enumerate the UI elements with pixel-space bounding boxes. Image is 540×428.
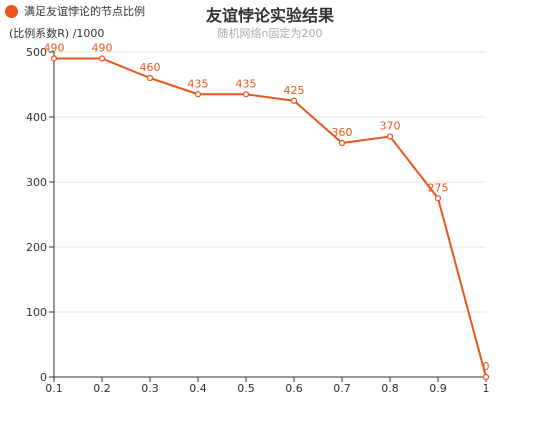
chart-title: 友谊悖论实验结果 (205, 6, 334, 25)
x-tick-label: 0.1 (45, 382, 63, 395)
data-point (482, 373, 490, 381)
x-tick-label: 0.9 (429, 382, 447, 395)
data-label: 490 (44, 42, 65, 55)
x-tick-label: 0.2 (93, 382, 111, 395)
y-tick-label: 300 (26, 176, 47, 189)
data-label: 460 (140, 61, 161, 74)
y-tick-label: 400 (26, 111, 47, 124)
x-tick-label: 1 (483, 382, 490, 395)
chart-subtitle: 随机网络n固定为200 (217, 27, 323, 40)
y-tick-label: 200 (26, 241, 47, 254)
data-point (146, 74, 154, 82)
y-tick-label: 100 (26, 306, 47, 319)
data-label: 370 (380, 120, 401, 133)
y-tick-label: 0 (40, 371, 47, 384)
x-tick-label: 0.3 (141, 382, 159, 395)
data-label: 360 (332, 126, 353, 139)
data-point (434, 195, 442, 202)
data-label: 490 (92, 42, 113, 55)
x-tick-label: 0.7 (333, 382, 351, 395)
data-point (386, 133, 394, 140)
y-tick-label: 500 (26, 46, 47, 59)
data-label: 435 (236, 77, 257, 90)
series-line (54, 57, 487, 378)
y-axis-label: (比例系数R) /1000 (9, 27, 105, 40)
data-label: 0 (483, 360, 490, 373)
x-tick-label: 0.4 (189, 382, 207, 395)
data-label: 435 (188, 77, 209, 90)
data-label: 425 (284, 84, 305, 97)
x-tick-label: 0.6 (285, 382, 303, 395)
legend[interactable]: 满足友谊悖论的节点比例 (5, 3, 145, 19)
data-point (98, 55, 106, 62)
data-point (50, 55, 58, 62)
legend-marker-icon (5, 4, 18, 18)
x-tick-label: 0.5 (237, 382, 255, 395)
data-point (290, 97, 298, 104)
data-label: 275 (428, 181, 449, 194)
data-point (338, 139, 346, 147)
data-point (194, 91, 202, 98)
legend-label: 满足友谊悖论的节点比例 (24, 5, 145, 18)
x-tick-label: 0.8 (381, 382, 399, 395)
data-point (242, 91, 250, 98)
